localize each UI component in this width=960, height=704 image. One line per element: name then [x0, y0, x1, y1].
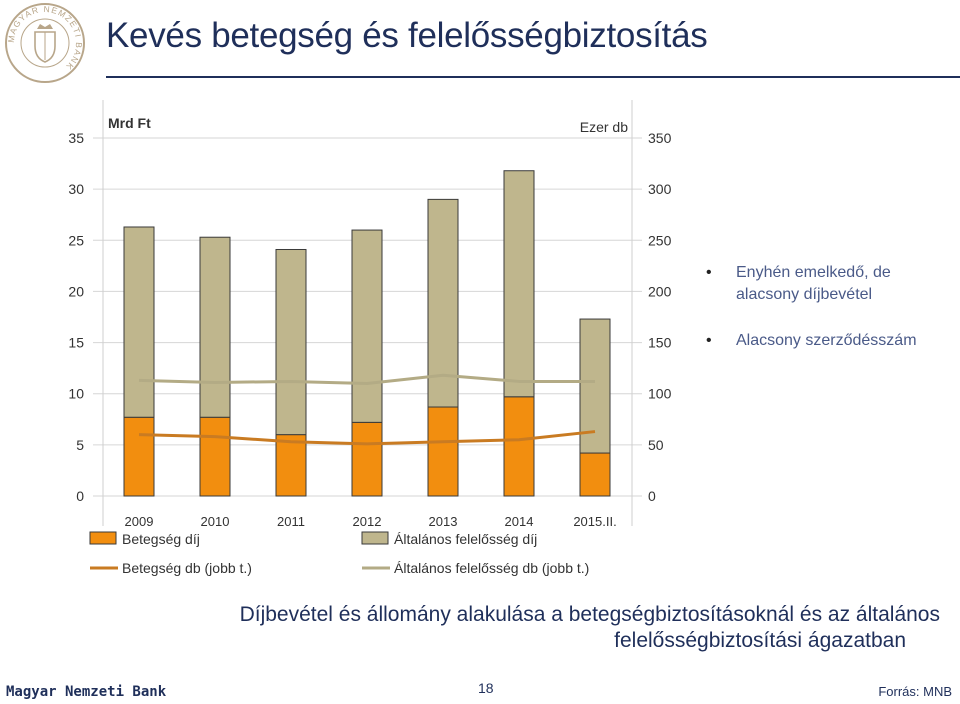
bar-betegseg-dij	[503, 396, 535, 497]
bar-altalanos-felelosseg-dij	[123, 226, 155, 418]
bar-altalanos-felelosseg-dij	[427, 198, 459, 408]
legend-label: Betegség díj	[122, 531, 200, 547]
bar-betegseg-dij	[351, 421, 383, 497]
bullet-list: • Enyhén emelkedő, de alacsony díjbevéte…	[700, 262, 955, 376]
source-note: Forrás: MNB	[878, 684, 952, 699]
bullet-item: • Alacsony szerződésszám	[700, 330, 955, 352]
left-axis-unit: Mrd Ft	[108, 115, 151, 131]
bar-altalanos-felelosseg-dij	[579, 318, 611, 454]
bullet-text: Enyhén emelkedő, de alacsony díjbevétel	[736, 264, 891, 303]
bullet-item: • Enyhén emelkedő, de alacsony díjbevéte…	[700, 262, 955, 306]
x-axis-tick-label: 2011	[277, 514, 305, 529]
right-axis-tick-label: 150	[648, 335, 672, 351]
bullet-dot-icon: •	[706, 332, 712, 349]
left-axis-tick-label: 25	[68, 232, 84, 248]
legend-label: Betegség db (jobb t.)	[122, 560, 252, 576]
bar-betegseg-dij	[123, 416, 155, 497]
left-axis-tick-label: 15	[68, 335, 84, 351]
legend-swatch	[89, 531, 117, 545]
line-betegseg-db	[138, 430, 596, 446]
x-axis-tick-label: 2015.II.	[573, 514, 616, 529]
title-underline	[106, 76, 960, 78]
right-axis-tick-label: 100	[648, 386, 672, 402]
bar-betegseg-dij	[427, 406, 459, 497]
mnb-logo-seal: MAGYAR NEMZETI BANK	[5, 3, 85, 83]
right-axis-tick-label: 250	[648, 232, 672, 248]
legend-swatch	[361, 531, 389, 545]
page-title: Kevés betegség és felelősségbiztosítás	[106, 16, 708, 55]
x-axis-tick-label: 2010	[201, 514, 230, 529]
left-axis-tick-label: 30	[68, 181, 84, 197]
right-axis-unit: Ezer db	[580, 119, 628, 135]
x-axis-tick-label: 2012	[353, 514, 382, 529]
right-axis-tick-label: 50	[648, 437, 664, 453]
x-axis-tick-label: 2014	[505, 514, 534, 529]
right-axis-tick-label: 300	[648, 181, 672, 197]
legend-label: Általános felelősség db (jobb t.)	[394, 560, 589, 576]
bar-altalanos-felelosseg-dij	[351, 229, 383, 423]
bar-betegseg-dij	[199, 416, 231, 497]
x-axis-tick-label: 2009	[125, 514, 154, 529]
page-number: 18	[478, 680, 494, 696]
chart-caption-line-1: Díjbevétel és állomány alakulása a beteg…	[239, 603, 940, 626]
bar-betegseg-dij	[579, 452, 611, 497]
right-axis-tick-label: 200	[648, 283, 672, 299]
chart-caption-line-2: felelősségbiztosítási ágazatban	[614, 629, 906, 652]
bar-altalanos-felelosseg-dij	[275, 248, 307, 436]
chart-caption: Díjbevétel és állomány alakulása a beteg…	[150, 602, 940, 654]
bullet-text: Alacsony szerződésszám	[736, 332, 917, 349]
left-axis-tick-label: 5	[76, 437, 84, 453]
bullet-dot-icon: •	[706, 264, 712, 281]
left-axis-tick-label: 35	[68, 130, 84, 146]
left-axis-tick-label: 20	[68, 283, 84, 299]
bar-altalanos-felelosseg-dij	[503, 170, 535, 398]
legend-label: Általános felelősség díj	[394, 531, 537, 547]
left-axis-tick-label: 10	[68, 386, 84, 402]
bar-altalanos-felelosseg-dij	[199, 236, 231, 418]
line-altalanos-felelosseg-db	[138, 373, 595, 385]
right-axis-tick-label: 0	[648, 488, 656, 504]
footer-bank-name: Magyar Nemzeti Bank	[6, 684, 167, 700]
bar-betegseg-dij	[275, 434, 307, 497]
x-axis-tick-label: 2013	[429, 514, 458, 529]
right-axis-tick-label: 350	[648, 130, 672, 146]
left-axis-tick-label: 0	[76, 488, 84, 504]
